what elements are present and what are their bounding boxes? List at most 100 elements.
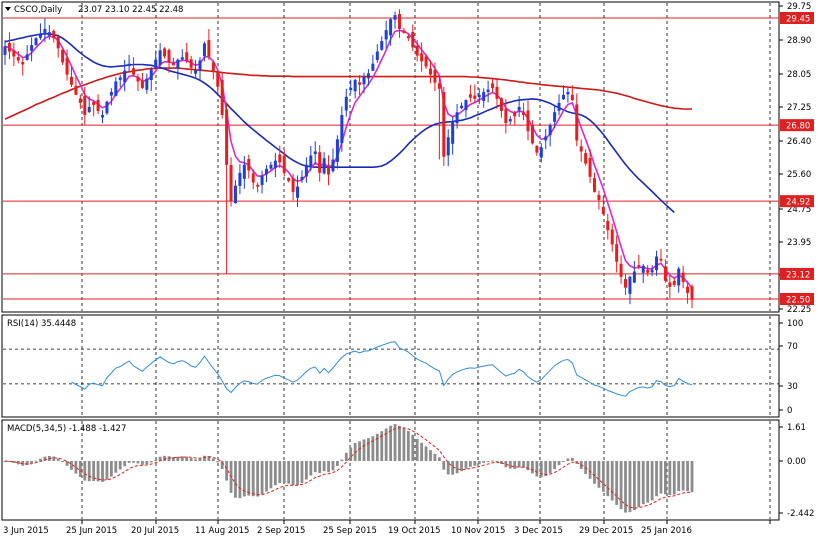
macd-bar	[371, 436, 375, 461]
collapse-triangle-icon[interactable]	[5, 7, 11, 11]
macd-bar	[632, 461, 636, 511]
price-tick-label: 28.05	[787, 70, 811, 80]
candle-body	[269, 164, 273, 169]
macd-bar	[141, 461, 144, 465]
candle-body	[251, 173, 255, 183]
macd-bar	[433, 453, 437, 461]
candle-body	[30, 45, 34, 51]
macd-tick-label: -2.442	[787, 509, 814, 519]
horizontal-levels	[3, 17, 779, 300]
macd-bar	[260, 461, 264, 495]
candle-body	[526, 110, 530, 132]
date-label: 2 Sep 2015	[257, 526, 305, 536]
macd-bar	[681, 461, 685, 491]
macd-bar	[180, 456, 184, 461]
candle-body	[366, 73, 370, 79]
candle-body	[530, 125, 534, 144]
macd-bar	[508, 461, 512, 469]
ma-slow-line	[4, 67, 692, 120]
level-tags: 29.45 26.80 24.92 23.12 22.50	[780, 12, 814, 306]
candle-body	[451, 121, 455, 144]
candle-body	[12, 50, 16, 57]
candle-body	[473, 95, 477, 99]
macd-bar	[225, 461, 229, 481]
macd-bar	[672, 461, 676, 495]
level-tag	[780, 119, 814, 132]
candle-body	[114, 81, 118, 96]
macd-bar	[96, 461, 100, 482]
macd-bar	[278, 461, 282, 484]
candle-body	[260, 175, 264, 185]
macd-bar	[65, 461, 69, 466]
candle-body	[353, 79, 357, 92]
level-tag-text: 26.80	[786, 122, 810, 132]
candle-body	[433, 69, 437, 83]
macd-bar	[513, 461, 517, 469]
macd-bar	[149, 461, 153, 463]
macd-bar	[429, 450, 432, 461]
candle-body	[672, 280, 676, 285]
macd-bar	[566, 458, 570, 461]
date-label: 20 Jul 2015	[131, 526, 179, 536]
candle-body	[575, 104, 579, 141]
macd-bar	[8, 461, 11, 462]
candle-body	[557, 102, 561, 111]
macd-bar	[389, 425, 393, 461]
macd-bar	[526, 461, 530, 471]
ma-mid-line	[4, 33, 675, 214]
macd-bar	[300, 461, 304, 483]
macd-bar	[194, 459, 197, 461]
macd-signal-line	[4, 427, 693, 509]
macd-bar	[641, 461, 645, 505]
macd-bar	[655, 461, 658, 497]
rsi-line	[71, 341, 693, 397]
candle-body	[491, 83, 495, 88]
candle-body	[619, 263, 623, 277]
macd-bar	[393, 424, 397, 461]
level-tag-text: 29.45	[786, 15, 810, 25]
candle-body	[335, 139, 339, 162]
candle-body	[428, 68, 432, 75]
macd-pane: 1.61 0.00 -2.442	[3, 423, 814, 519]
candle-body	[61, 49, 65, 63]
candle-body	[402, 30, 406, 33]
macd-bar	[185, 456, 189, 461]
candle-body	[96, 99, 100, 111]
candle-body	[291, 178, 295, 192]
candle-body	[349, 87, 353, 91]
candle-body	[25, 54, 29, 60]
symbol-label: CSCO,Daily	[14, 5, 62, 15]
macd-bar	[517, 461, 521, 468]
candle-body	[624, 279, 628, 288]
candle-body	[87, 106, 91, 113]
macd-bar	[588, 461, 592, 479]
macd-bar	[313, 461, 317, 473]
candle-body	[588, 158, 592, 177]
macd-bar	[659, 461, 663, 494]
macd-bar	[189, 458, 193, 461]
candle-body	[318, 152, 322, 173]
macd-bar	[154, 459, 158, 461]
macd-tick-label: 1.61	[787, 423, 806, 433]
candle-body	[659, 258, 663, 261]
macd-bar	[176, 456, 180, 461]
candle-body	[539, 147, 543, 158]
date-label: 10 Nov 2015	[451, 526, 505, 536]
macd-bar	[402, 428, 406, 461]
candle-body	[442, 92, 446, 157]
candle-body	[313, 151, 317, 155]
macd-pane-frame	[1, 419, 780, 521]
candle-body	[482, 91, 486, 101]
ohlc-label: 23.07 23.10 22.45 22.48	[78, 5, 183, 15]
candle-body	[464, 100, 468, 111]
macd-bar	[398, 425, 401, 461]
macd-bar	[522, 461, 525, 468]
candle-body	[105, 101, 109, 114]
macd-bar	[43, 456, 47, 461]
candle-body	[663, 266, 667, 281]
candle-body	[420, 53, 424, 62]
candle-body	[677, 268, 681, 286]
candle-body	[7, 42, 11, 52]
candle-body	[278, 154, 282, 163]
macd-tick-label: 0.00	[787, 457, 806, 467]
